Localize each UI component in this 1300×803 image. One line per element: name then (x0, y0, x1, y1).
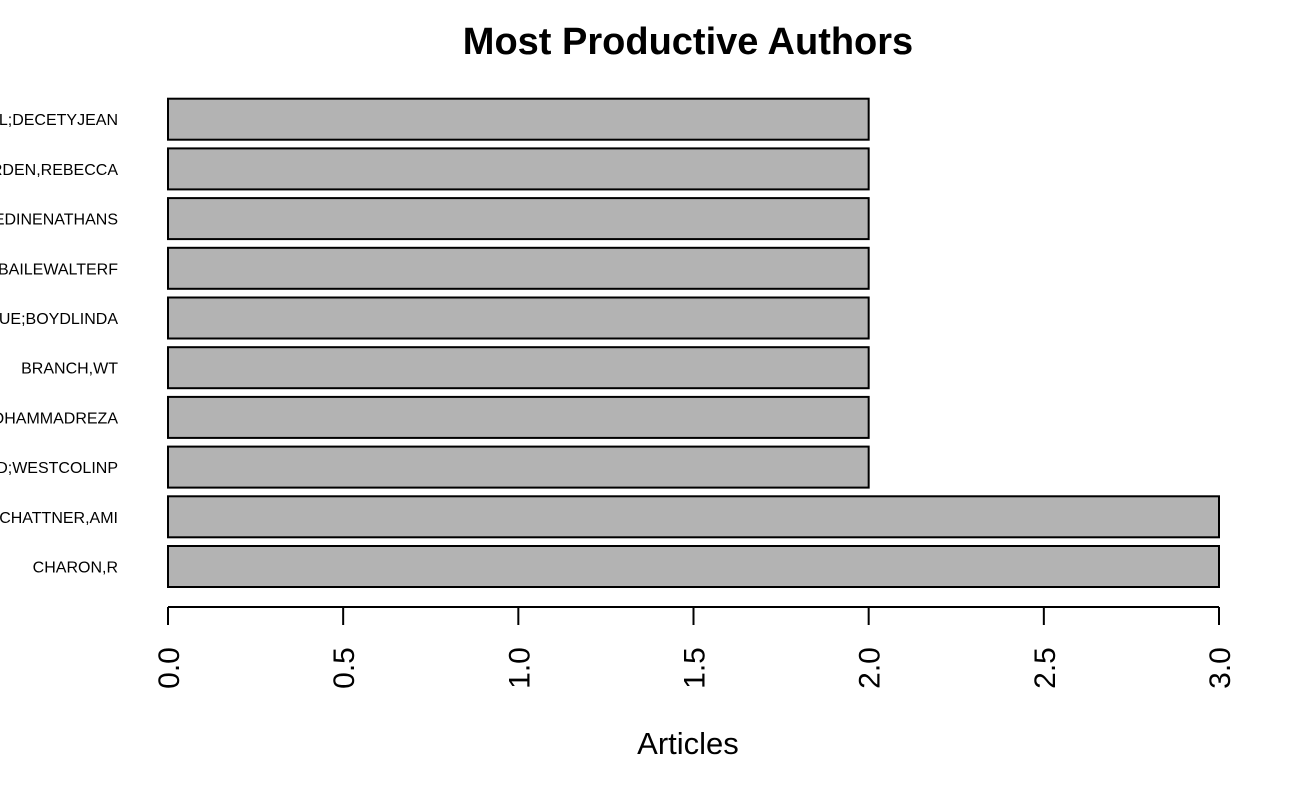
category-label-2: D;WESTCOLINP (0, 460, 118, 477)
x-tick-label-5: 2.5 (1029, 647, 1062, 689)
x-tick-label-3: 1.5 (679, 647, 712, 689)
x-tick-label-1: 0.5 (328, 647, 361, 689)
bar-8 (167, 147, 870, 191)
category-labels: CHARON,R CHATTNER,AMI D;WESTCOLINP OHAMMADR… (0, 112, 118, 576)
bar-1 (167, 495, 1220, 539)
bar-5 (167, 296, 870, 340)
category-label-1: CHATTNER,AMI (0, 510, 118, 527)
x-tick-label-6: 3.0 (1204, 647, 1237, 689)
bar-7 (167, 197, 870, 241)
x-tick-label-4: 2.0 (854, 647, 887, 689)
category-label-7: EDINENATHANS (0, 212, 118, 229)
bar-2 (167, 445, 870, 489)
x-tick-label-0: 0.0 (153, 647, 186, 689)
bar-6 (167, 246, 870, 290)
category-label-6: BAILEWALTERF (0, 261, 118, 278)
bar-9 (167, 97, 870, 141)
category-label-8: RDEN,REBECCA (0, 162, 118, 179)
category-label-4: BRANCH,WT (21, 361, 118, 378)
x-tick-label-2: 1.0 (503, 647, 536, 689)
bars-group (167, 97, 1220, 588)
bar-3 (167, 395, 870, 439)
category-label-3: OHAMMADREZA (0, 410, 118, 427)
category-label-9: L;DECETYJEAN (0, 112, 118, 129)
bar-4 (167, 346, 870, 390)
x-axis: 0.0 0.5 1.0 1.5 2.0 2.5 3.0 (153, 606, 1237, 689)
category-label-5: UE;BOYDLINDA (0, 311, 118, 328)
x-axis-title: Articles (637, 726, 739, 761)
bar-0 (167, 545, 1220, 588)
chart-title: Most Productive Authors (463, 21, 913, 63)
category-label-0: CHARON,R (33, 560, 118, 577)
